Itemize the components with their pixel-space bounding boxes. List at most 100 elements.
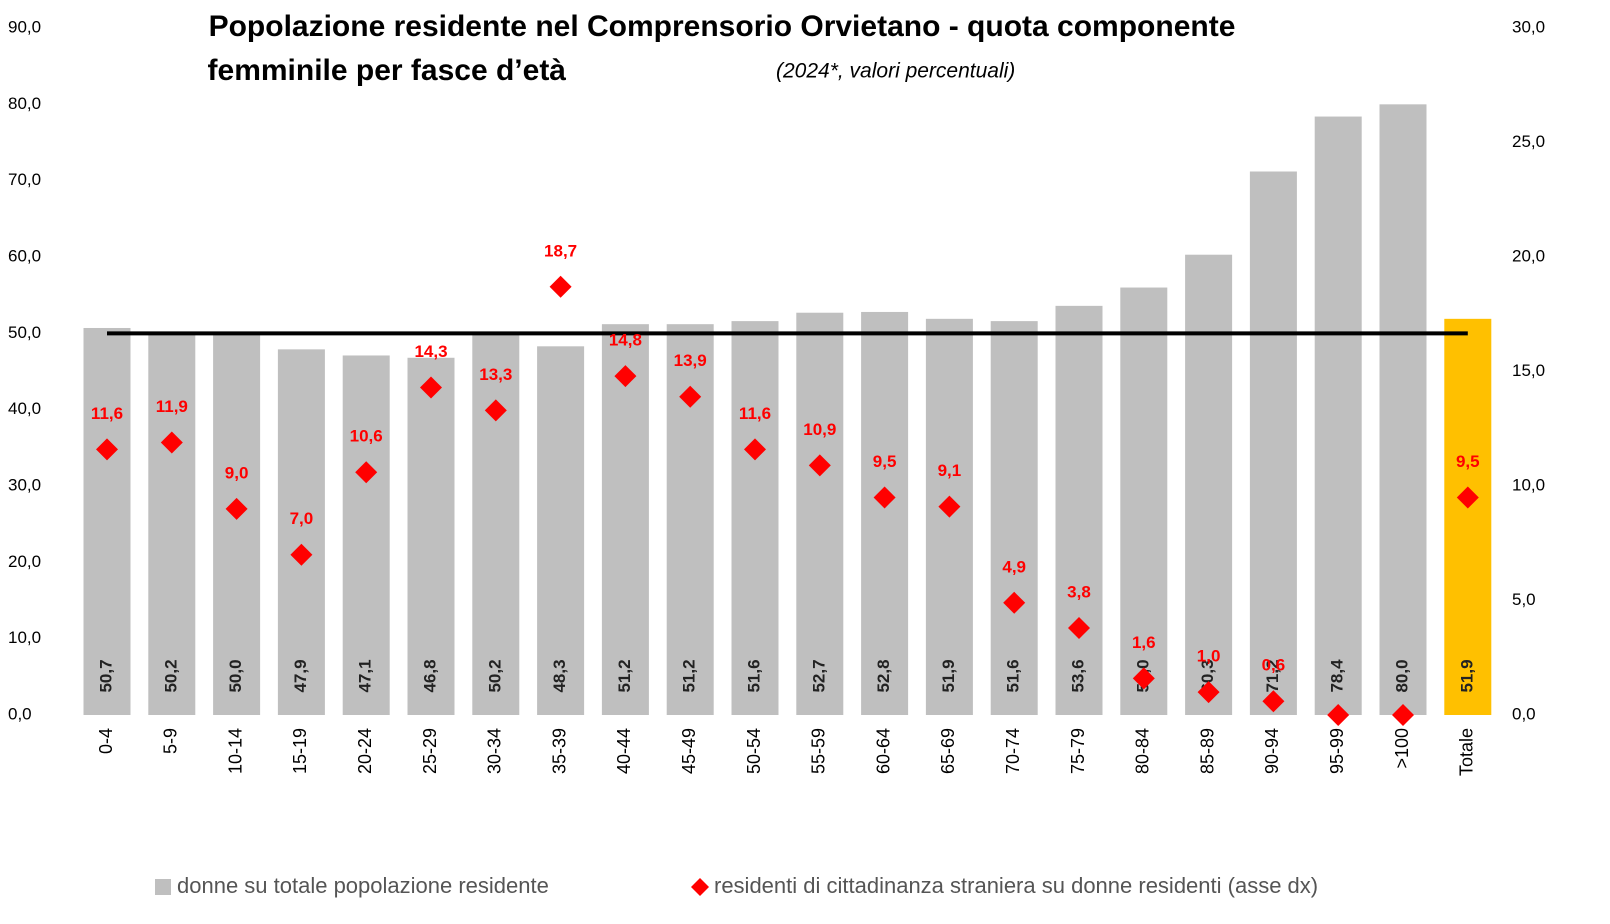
legend-label: donne su totale popolazione residente bbox=[177, 873, 549, 898]
bar-value-label: 52,7 bbox=[809, 659, 828, 692]
chart-title: femminile per fasce d’età bbox=[208, 54, 567, 87]
bar-value-label: 52,8 bbox=[874, 659, 893, 692]
x-tick-label: 80-84 bbox=[1133, 728, 1153, 774]
x-tick-label: 50-54 bbox=[744, 728, 764, 774]
y-tick-label: 10,0 bbox=[8, 628, 41, 647]
diamond-marker bbox=[420, 376, 442, 399]
x-tick-label: 15-19 bbox=[290, 728, 310, 774]
marker-value-label: 7,0 bbox=[290, 509, 314, 528]
diamond-marker bbox=[225, 497, 248, 520]
y2-tick-label: 5,0 bbox=[1512, 590, 1536, 609]
y-tick-label: 0,0 bbox=[8, 704, 32, 723]
bar bbox=[1444, 318, 1492, 715]
bar-value-label: 51,2 bbox=[680, 659, 699, 692]
bar bbox=[601, 324, 649, 715]
bar-value-label: 50,0 bbox=[226, 659, 245, 692]
y-tick-label: 70,0 bbox=[8, 170, 41, 189]
x-tick-label: 70-74 bbox=[1003, 728, 1023, 774]
chart-subtitle: (2024*, valori percentuali) bbox=[776, 60, 1015, 83]
x-tick-label: >100 bbox=[1392, 728, 1412, 769]
bar-value-label: 50,2 bbox=[161, 659, 180, 692]
y-tick-label: 80,0 bbox=[8, 94, 41, 113]
x-tick-label: 85-89 bbox=[1197, 728, 1217, 774]
bar bbox=[796, 312, 844, 715]
x-tick-label: 95-99 bbox=[1327, 728, 1347, 774]
y2-tick-label: 25,0 bbox=[1512, 132, 1545, 151]
x-tick-label: 55-59 bbox=[809, 728, 829, 774]
diamond-marker bbox=[549, 275, 572, 298]
legend-swatch bbox=[691, 878, 709, 896]
bar bbox=[277, 349, 325, 715]
marker-value-label: 14,8 bbox=[609, 331, 642, 350]
diamond-marker bbox=[290, 543, 313, 566]
diamond-marker bbox=[160, 431, 183, 454]
marker-value-label: 10,9 bbox=[803, 420, 836, 439]
y-tick-label: 60,0 bbox=[8, 246, 41, 265]
diamond-marker bbox=[679, 385, 702, 408]
y-tick-label: 50,0 bbox=[8, 323, 41, 342]
diamond-marker bbox=[614, 365, 637, 388]
x-tick-label: Totale bbox=[1457, 728, 1477, 776]
diamond-marker bbox=[1068, 616, 1090, 639]
x-tick-label: 20-24 bbox=[355, 728, 375, 774]
diamond-marker bbox=[1262, 690, 1285, 713]
bar bbox=[148, 331, 196, 715]
bar bbox=[861, 311, 909, 715]
bar bbox=[407, 357, 455, 715]
y2-tick-label: 10,0 bbox=[1512, 475, 1545, 494]
x-tick-label: 40-44 bbox=[614, 728, 634, 774]
bar bbox=[1379, 104, 1427, 716]
x-tick-label: 25-29 bbox=[420, 728, 440, 774]
marker-value-label: 1,6 bbox=[1132, 633, 1156, 652]
bar bbox=[213, 333, 261, 715]
legend-swatch bbox=[155, 879, 171, 895]
bar-value-label: 47,1 bbox=[356, 659, 375, 692]
marker-value-label: 0,6 bbox=[1262, 656, 1286, 675]
y2-tick-label: 0,0 bbox=[1512, 704, 1536, 723]
bar bbox=[1055, 305, 1103, 715]
legend-label: residenti di cittadinanza straniera su d… bbox=[714, 873, 1318, 898]
diamond-marker bbox=[873, 486, 896, 509]
x-tick-label: 75-79 bbox=[1068, 728, 1088, 774]
bar-value-label: 51,6 bbox=[1004, 659, 1023, 692]
x-tick-label: 35-39 bbox=[549, 728, 569, 774]
bar bbox=[83, 327, 131, 715]
bar-value-label: 51,2 bbox=[615, 659, 634, 692]
marker-value-label: 3,8 bbox=[1067, 582, 1091, 601]
bar-value-label: 51,9 bbox=[939, 659, 958, 692]
bar-value-label: 71,2 bbox=[1263, 659, 1282, 692]
diamond-marker bbox=[1392, 704, 1414, 726]
bar-value-label: 53,6 bbox=[1068, 659, 1087, 692]
diamond-marker bbox=[744, 438, 766, 461]
bar bbox=[731, 321, 779, 715]
bar-value-label: 47,9 bbox=[291, 659, 310, 692]
bar-value-label: 78,4 bbox=[1328, 659, 1347, 693]
bar bbox=[342, 355, 390, 715]
diamond-marker bbox=[1132, 667, 1155, 690]
diamond-marker bbox=[1003, 591, 1026, 614]
y-tick-label: 30,0 bbox=[8, 475, 41, 494]
x-tick-label: 45-49 bbox=[679, 728, 699, 774]
x-tick-label: 60-64 bbox=[873, 728, 893, 774]
marker-value-label: 18,7 bbox=[544, 241, 577, 260]
marker-value-label: 9,1 bbox=[938, 461, 962, 480]
marker-value-label: 9,5 bbox=[873, 452, 897, 471]
bar-value-label: 48,3 bbox=[550, 659, 569, 692]
x-tick-label: 5-9 bbox=[161, 728, 181, 754]
bar bbox=[1249, 171, 1297, 716]
marker-value-label: 9,5 bbox=[1456, 452, 1480, 471]
bar-value-label: 51,9 bbox=[1457, 659, 1476, 692]
x-tick-label: 10-14 bbox=[225, 728, 245, 774]
diamond-marker bbox=[1456, 486, 1479, 509]
bar bbox=[1314, 116, 1362, 715]
y-tick-label: 90,0 bbox=[8, 17, 41, 36]
diamond-marker bbox=[96, 438, 118, 461]
marker-value-label: 1,0 bbox=[1197, 647, 1221, 666]
chart-title: Popolazione residente nel Comprensorio O… bbox=[209, 10, 1236, 43]
marker-value-label: 14,3 bbox=[414, 342, 447, 361]
marker-value-label: 13,3 bbox=[479, 365, 512, 384]
y2-tick-label: 15,0 bbox=[1512, 361, 1545, 380]
bar bbox=[666, 324, 714, 715]
marker-value-label: 11,6 bbox=[739, 404, 771, 423]
